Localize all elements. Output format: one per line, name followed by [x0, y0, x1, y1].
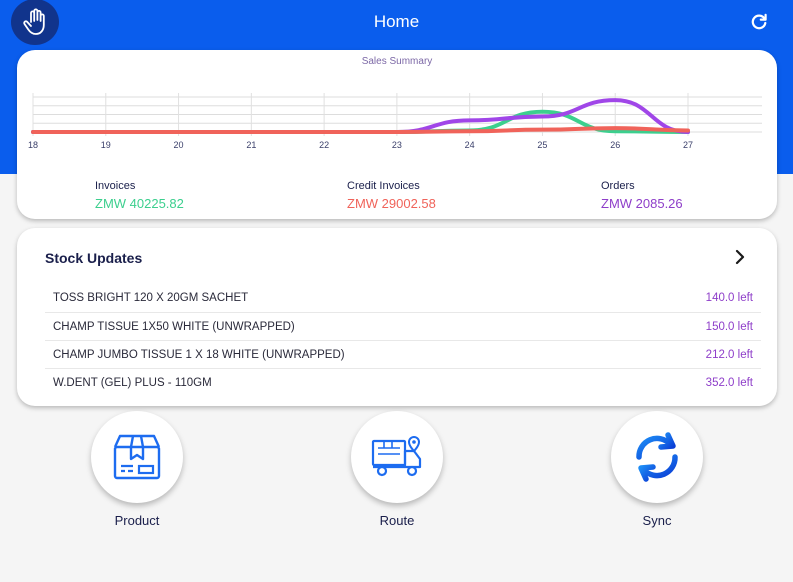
summary-label: Credit Invoices	[347, 180, 420, 192]
chevron-right-icon	[735, 249, 745, 265]
x-tick-label: 21	[246, 140, 256, 150]
chart-series-line	[31, 126, 690, 134]
x-tick-label: 27	[683, 140, 693, 150]
refresh-icon	[751, 13, 767, 30]
product-action[interactable]: Product	[90, 411, 184, 528]
sales-summary-card: Sales Summary 18 19 20 21 22 23 24 25 26 27 Invoi…	[17, 50, 777, 219]
product-label: Product	[114, 513, 160, 528]
summary-orders: Orders ZMW 2085.26	[601, 180, 683, 211]
x-tick-label: 24	[465, 140, 475, 150]
x-tick-label: 23	[392, 140, 402, 150]
stock-item-quantity: 150.0 left	[705, 320, 753, 333]
stock-updates-more-button[interactable]	[730, 247, 750, 267]
summary-value: ZMW 40225.82	[95, 196, 184, 211]
stock-item-quantity: 140.0 left	[705, 292, 753, 304]
summary-value: ZMW 29002.58	[347, 196, 436, 211]
stock-row[interactable]: W.DENT (GEL) PLUS - 110GM 352.0 left	[45, 368, 761, 396]
hand-button[interactable]	[11, 0, 59, 45]
x-tick-label: 18	[28, 140, 38, 150]
stock-item-name: TOSS BRIGHT 120 X 20GM SACHET	[53, 292, 249, 304]
x-tick-label: 22	[319, 140, 329, 150]
route-action[interactable]: Route	[350, 411, 444, 528]
stock-item-quantity: 212.0 left	[705, 348, 753, 361]
x-tick-label: 26	[610, 140, 620, 150]
x-tick-label: 20	[174, 140, 184, 150]
stock-updates-card[interactable]: Stock Updates TOSS BRIGHT 120 X 20GM SAC…	[17, 228, 777, 406]
hand-icon	[23, 8, 45, 35]
stock-list: TOSS BRIGHT 120 X 20GM SACHET 140.0 left…	[45, 284, 761, 396]
sync-action[interactable]: Sync	[610, 411, 704, 528]
summary-invoices: Invoices ZMW 40225.82	[95, 180, 184, 211]
route-button[interactable]	[351, 411, 443, 503]
package-icon	[113, 434, 161, 480]
stock-row[interactable]: TOSS BRIGHT 120 X 20GM SACHET 140.0 left	[45, 284, 761, 312]
summary-value: ZMW 2085.26	[601, 196, 683, 211]
stock-row[interactable]: CHAMP JUMBO TISSUE 1 X 18 WHITE (UNWRAPP…	[45, 340, 761, 368]
stock-item-name: W.DENT (GEL) PLUS - 110GM	[53, 376, 212, 389]
stock-row[interactable]: CHAMP TISSUE 1X50 WHITE (UNWRAPPED) 150.…	[45, 312, 761, 340]
route-label: Route	[379, 513, 415, 528]
stock-item-name: CHAMP TISSUE 1X50 WHITE (UNWRAPPED)	[53, 320, 295, 333]
sync-icon	[636, 432, 678, 482]
product-button[interactable]	[91, 411, 183, 503]
stock-updates-title: Stock Updates	[45, 250, 143, 266]
sync-label: Sync	[642, 513, 672, 528]
x-tick-label: 19	[101, 140, 111, 150]
x-tick-label: 25	[537, 140, 547, 150]
refresh-button[interactable]	[748, 11, 770, 33]
sales-summary-title: Sales Summary	[361, 56, 433, 67]
top-bar: Home	[0, 0, 793, 45]
delivery-truck-icon	[371, 435, 422, 477]
summary-label: Invoices	[95, 180, 136, 192]
stock-item-name: CHAMP JUMBO TISSUE 1 X 18 WHITE (UNWRAPP…	[53, 348, 345, 361]
stock-item-quantity: 352.0 left	[705, 376, 753, 389]
page-title: Home	[373, 12, 420, 31]
summary-label: Orders	[601, 180, 635, 192]
sync-button[interactable]	[611, 411, 703, 503]
sales-chart: 18 19 20 21 22 23 24 25 26 27	[28, 93, 762, 150]
summary-credit-invoices: Credit Invoices ZMW 29002.58	[347, 180, 436, 211]
